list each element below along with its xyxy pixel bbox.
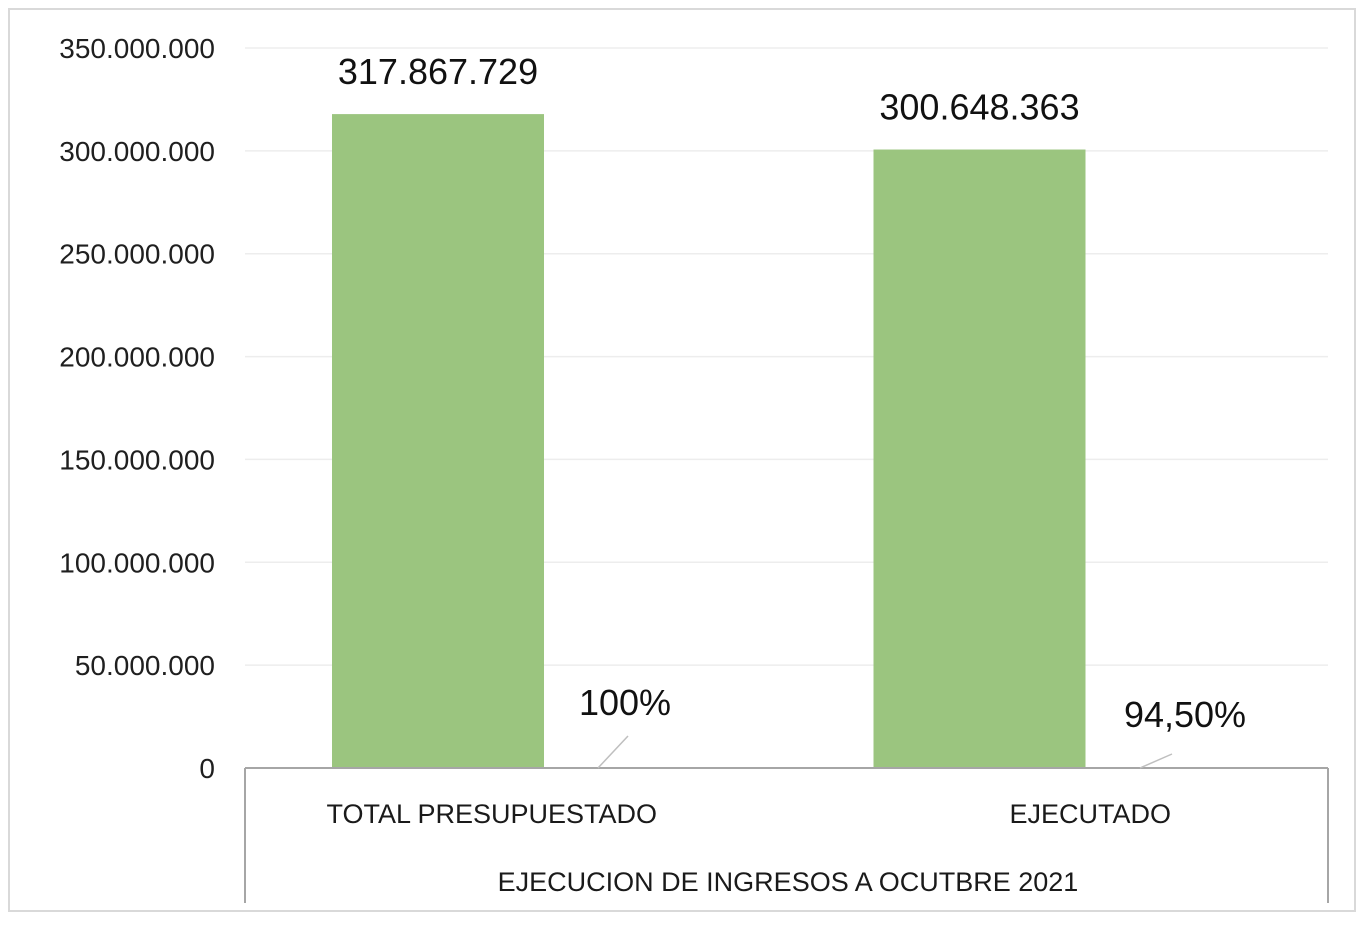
y-tick-label: 0 <box>199 753 215 784</box>
percent-label: 100% <box>579 682 671 723</box>
x-category-label: EJECUTADO <box>1009 799 1171 829</box>
y-tick-label: 200.000.000 <box>59 342 215 373</box>
bars <box>332 114 1086 769</box>
bar-value-label: 317.867.729 <box>338 51 538 92</box>
x-axis <box>244 767 1329 903</box>
group-axis-label: EJECUCION DE INGRESOS A OCUTBRE 2021 <box>498 867 1079 897</box>
bar <box>873 149 1086 768</box>
y-tick-label: 300.000.000 <box>59 136 215 167</box>
percent-leader-line <box>597 735 629 769</box>
y-axis-ticks: 0 50.000.000 100.000.000 150.000.000 200.000… <box>59 33 215 784</box>
percent-label: 94,50% <box>1124 694 1246 735</box>
data-labels: 317.867.729 TOTAL PRESUPUESTADO 100% 300.64… <box>326 51 1246 829</box>
bar <box>332 114 544 769</box>
percent-leader-line <box>1139 753 1173 769</box>
y-tick-label: 150.000.000 <box>59 444 215 475</box>
x-category-label: TOTAL PRESUPUESTADO <box>326 799 657 829</box>
y-tick-label: 350.000.000 <box>59 33 215 64</box>
y-tick-label: 100.000.000 <box>59 547 215 578</box>
y-tick-label: 250.000.000 <box>59 239 215 270</box>
bar-value-label: 300.648.363 <box>879 87 1079 128</box>
y-tick-label: 50.000.000 <box>75 650 215 681</box>
